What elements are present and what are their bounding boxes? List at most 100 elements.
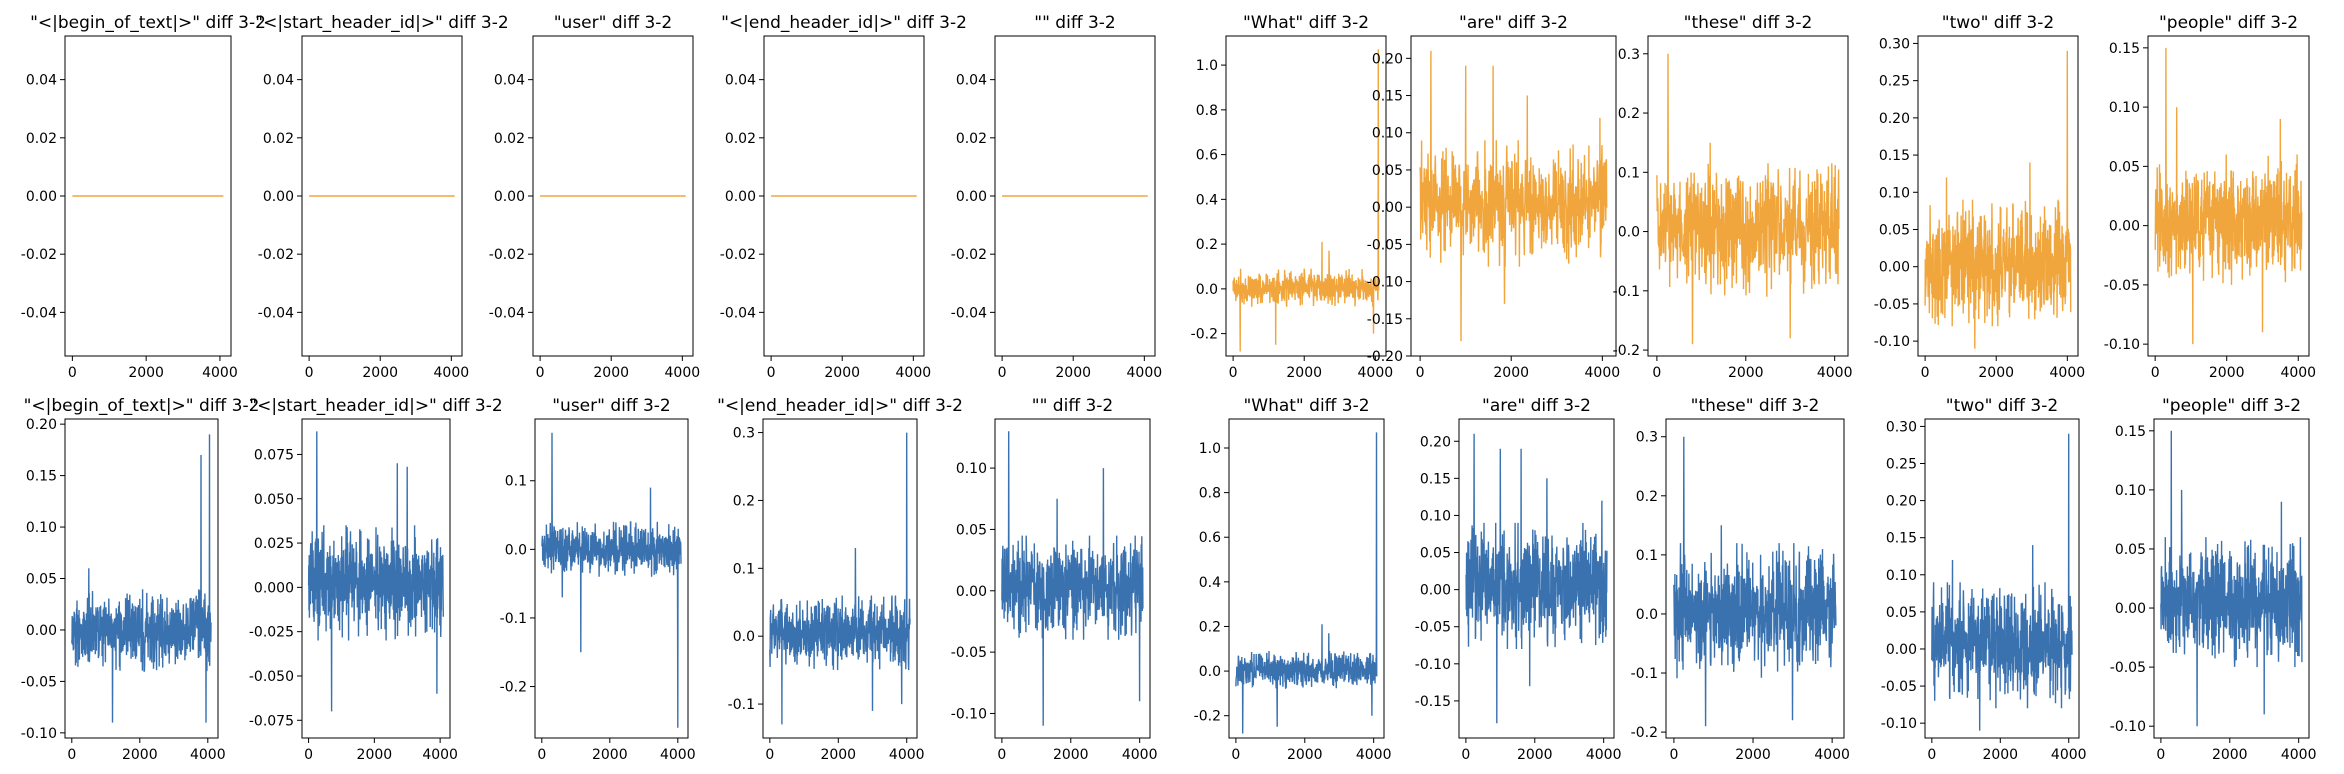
y-tick-label: 0.00 [1886, 642, 1917, 658]
y-tick-label: -0.15 [1367, 312, 1403, 328]
series-line [1419, 50, 1608, 342]
subplot-title: "are" diff 3-2 [1459, 13, 1568, 33]
subplot-title: "two" diff 3-2 [1946, 396, 2058, 416]
y-tick-label: -0.05 [2104, 278, 2140, 294]
y-tick-label: 0.20 [1420, 434, 1451, 450]
subplot-title: "" diff 3-2 [1034, 13, 1115, 33]
y-tick-label: -0.10 [2104, 337, 2140, 353]
y-tick-label: 0.25 [1879, 74, 1910, 90]
y-tick-label: 0.05 [956, 522, 987, 538]
y-tick-label: 0.00 [2115, 601, 2146, 617]
y-tick-label: 0.05 [1372, 163, 1403, 179]
axes-frame [64, 418, 219, 739]
subplot-17: "are" diff 3-2 0.20 0.15 0.10 0.05 0.00 -0.05 -… [1415, 396, 1622, 763]
axes-frame [2147, 35, 2310, 357]
x-tick-label: 2000 [1735, 747, 1771, 763]
axes-frame [1917, 35, 2079, 357]
y-tick-label: 0.04 [956, 73, 987, 89]
y-tick-label: 0.0 [505, 542, 527, 558]
y-tick-label: 0.1 [505, 474, 527, 490]
y-tick-label: 0.20 [1372, 51, 1403, 67]
x-tick-label: 2000 [1287, 747, 1323, 763]
axes-frame [1647, 35, 1849, 357]
y-tick-label: 0.2 [1196, 237, 1218, 253]
axes-frame [1410, 35, 1617, 357]
subplot-18: "these" diff 3-2 0.3 0.2 0.1 0.0 -0.1 -0.2 0 200… [1631, 396, 1850, 763]
axes-frame [994, 418, 1151, 739]
y-tick-label: 0.20 [1879, 111, 1910, 127]
subplot-2: "<|start_header_id|>" diff 3-2 0.04 0.02 0.… [255, 13, 508, 381]
series-line [1235, 432, 1378, 734]
x-tick-label: 4000 [2051, 747, 2087, 763]
x-tick-label: 2000 [824, 365, 860, 381]
subplot-title: "two" diff 3-2 [1942, 13, 2054, 33]
x-tick-label: 4000 [2050, 365, 2086, 381]
y-tick-label: 0.10 [2109, 100, 2140, 116]
y-tick-label: 0.00 [26, 189, 57, 205]
subplot-title: "people" diff 3-2 [2159, 13, 2298, 33]
y-tick-label: 0.02 [725, 131, 756, 147]
y-tick-label: -0.15 [1415, 694, 1451, 710]
y-tick-label: 0.15 [1372, 89, 1403, 105]
y-tick-label: -0.05 [21, 674, 57, 690]
y-tick-label: -0.1 [1631, 666, 1658, 682]
y-tick-label: -0.075 [249, 713, 294, 729]
x-tick-label: 0 [1652, 365, 1661, 381]
x-tick-label: 2000 [1517, 747, 1553, 763]
y-tick-label: -0.2 [1194, 709, 1221, 725]
y-tick-label: 0.04 [263, 73, 294, 89]
x-tick-label: 4000 [1356, 747, 1392, 763]
y-tick-label: 0.0 [1196, 282, 1218, 298]
x-tick-label: 0 [536, 365, 545, 381]
y-tick-label: -0.10 [1367, 275, 1403, 291]
y-tick-label: 0.02 [263, 131, 294, 147]
subplot-title: "user" diff 3-2 [554, 13, 673, 33]
x-tick-label: 2000 [122, 747, 158, 763]
y-tick-label: -0.20 [1367, 349, 1403, 365]
y-tick-label: 0.1 [1618, 165, 1640, 181]
y-tick-label: -0.2 [1613, 343, 1640, 359]
y-tick-label: 0.1 [733, 561, 755, 577]
axes-frame [1924, 418, 2080, 739]
y-tick-label: 0.04 [494, 73, 525, 89]
y-tick-label: -0.2 [1631, 725, 1658, 741]
x-tick-label: 0 [67, 747, 76, 763]
y-tick-label: -0.10 [21, 726, 57, 742]
y-tick-label: 0.10 [1372, 126, 1403, 142]
x-tick-label: 2000 [2209, 365, 2245, 381]
x-tick-label: 4000 [889, 747, 925, 763]
x-tick-label: 0 [998, 365, 1007, 381]
x-tick-label: 0 [767, 365, 776, 381]
series-line [1931, 433, 2073, 731]
subplot-title: "<|start_header_id|>" diff 3-2 [249, 396, 502, 416]
axes-frame [1225, 35, 1387, 357]
subplot-7: "are" diff 3-2 0.20 0.15 0.10 0.05 0.00 -0.05 -… [1367, 13, 1620, 381]
subplot-title: "" diff 3-2 [1032, 396, 1113, 416]
y-tick-label: 0.04 [725, 73, 756, 89]
y-tick-label: 0.3 [1618, 47, 1640, 63]
y-tick-label: 0.000 [254, 580, 294, 596]
y-tick-label: 0.02 [956, 131, 987, 147]
x-tick-label: 2000 [1728, 365, 1764, 381]
y-tick-label: 0.050 [254, 492, 294, 508]
y-tick-label: 0.05 [2115, 542, 2146, 558]
x-tick-label: 4000 [2281, 747, 2317, 763]
y-tick-label: 0.6 [1199, 530, 1221, 546]
x-tick-label: 2000 [128, 365, 164, 381]
y-tick-label: 0.30 [1879, 36, 1910, 52]
x-tick-label: 0 [537, 747, 546, 763]
y-tick-label: 0.2 [733, 493, 755, 509]
y-tick-label: 0.075 [254, 447, 294, 463]
x-tick-label: 2000 [1982, 747, 2018, 763]
subplot-4: "<|end_header_id|>" diff 3-2 0.04 0.02 0.00… [720, 13, 967, 381]
y-tick-label: 0.00 [26, 623, 57, 639]
axes-frame [2153, 418, 2310, 739]
y-tick-label: 0.8 [1199, 486, 1221, 502]
x-tick-label: 0 [2156, 747, 2165, 763]
y-tick-label: 0.02 [26, 131, 57, 147]
x-tick-label: 4000 [1127, 365, 1163, 381]
y-tick-label: -0.05 [1881, 679, 1917, 695]
y-tick-label: 0.10 [2115, 483, 2146, 499]
y-tick-label: 0.2 [1636, 489, 1658, 505]
y-tick-label: -0.02 [21, 247, 57, 263]
